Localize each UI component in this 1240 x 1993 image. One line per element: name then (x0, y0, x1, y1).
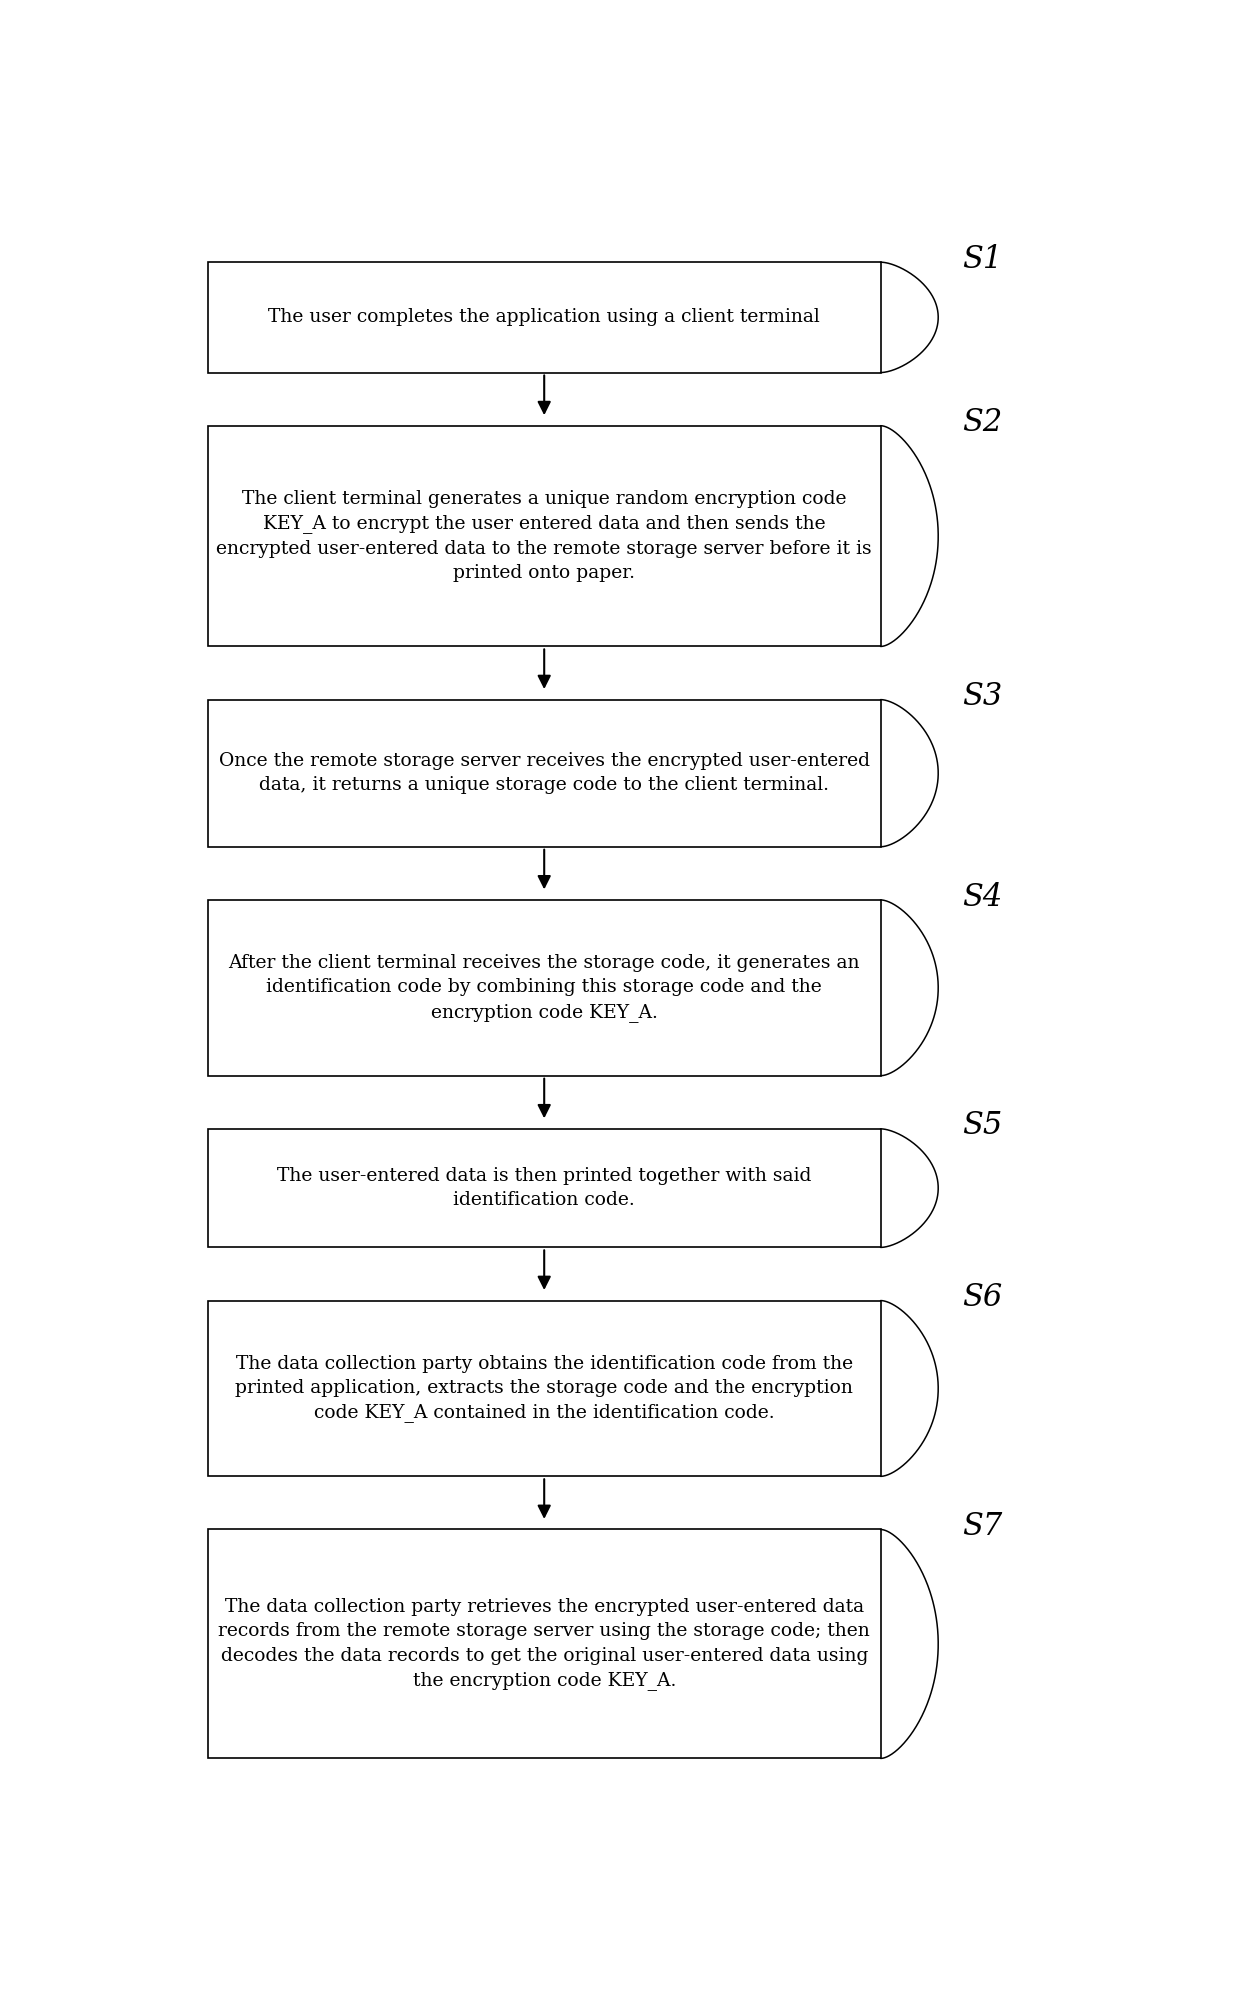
FancyBboxPatch shape (208, 263, 880, 373)
FancyBboxPatch shape (208, 1529, 880, 1758)
FancyBboxPatch shape (208, 901, 880, 1076)
Text: S4: S4 (962, 881, 1002, 913)
Text: The client terminal generates a unique random encryption code
KEY_A to encrypt t: The client terminal generates a unique r… (217, 490, 872, 582)
Text: S3: S3 (962, 682, 1002, 712)
Text: S7: S7 (962, 1511, 1002, 1543)
FancyBboxPatch shape (208, 700, 880, 847)
Text: The user-entered data is then printed together with said
identification code.: The user-entered data is then printed to… (277, 1168, 811, 1210)
Text: S2: S2 (962, 407, 1002, 438)
Text: The data collection party obtains the identification code from the
printed appli: The data collection party obtains the id… (236, 1355, 853, 1423)
Text: S5: S5 (962, 1110, 1002, 1142)
Text: The user completes the application using a client terminal: The user completes the application using… (268, 309, 820, 327)
Text: S1: S1 (962, 243, 1002, 275)
FancyBboxPatch shape (208, 1128, 880, 1248)
FancyBboxPatch shape (208, 427, 880, 646)
Text: S6: S6 (962, 1281, 1002, 1313)
Text: The data collection party retrieves the encrypted user-entered data
records from: The data collection party retrieves the … (218, 1598, 870, 1690)
Text: After the client terminal receives the storage code, it generates an
identificat: After the client terminal receives the s… (228, 955, 861, 1022)
Text: Once the remote storage server receives the encrypted user-entered
data, it retu: Once the remote storage server receives … (218, 751, 869, 795)
FancyBboxPatch shape (208, 1301, 880, 1477)
